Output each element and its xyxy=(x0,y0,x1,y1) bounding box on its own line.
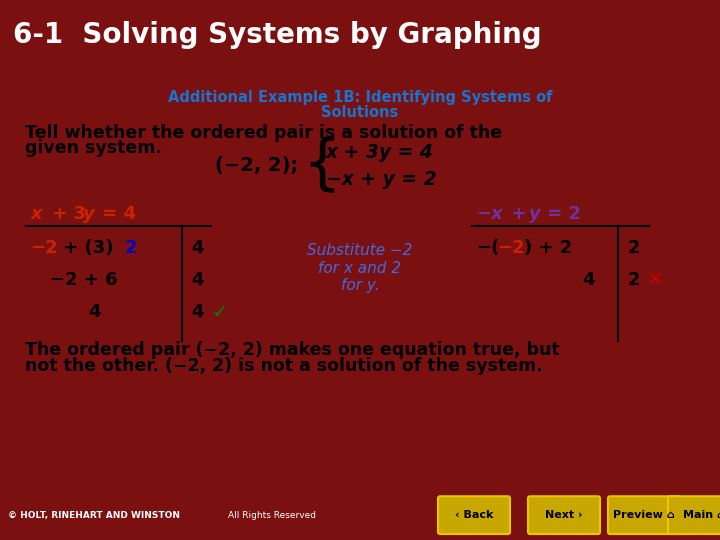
Text: x: x xyxy=(30,205,42,223)
Text: ‹ Back: ‹ Back xyxy=(455,510,493,520)
Text: = 2: = 2 xyxy=(541,205,581,223)
Text: ✕: ✕ xyxy=(647,271,662,289)
Text: −2: −2 xyxy=(497,239,524,257)
Text: 2: 2 xyxy=(125,239,138,257)
Text: All Rights Reserved: All Rights Reserved xyxy=(228,511,316,519)
FancyBboxPatch shape xyxy=(438,496,510,534)
Text: +: + xyxy=(505,205,532,223)
Text: © HOLT, RINEHART AND WINSTON: © HOLT, RINEHART AND WINSTON xyxy=(8,511,180,519)
Text: ) + 2: ) + 2 xyxy=(524,239,572,257)
Text: −x + y = 2: −x + y = 2 xyxy=(326,171,437,190)
Text: −2 + 6: −2 + 6 xyxy=(50,271,117,289)
Text: Tell whether the ordered pair is a solution of the: Tell whether the ordered pair is a solut… xyxy=(24,124,502,141)
Text: y: y xyxy=(528,205,541,223)
Text: Preview ⌂: Preview ⌂ xyxy=(613,510,675,520)
Text: −x: −x xyxy=(476,205,503,223)
Text: = 4: = 4 xyxy=(96,205,136,223)
Text: 4: 4 xyxy=(192,239,204,257)
Text: −(: −( xyxy=(476,239,499,257)
Text: x + 3y = 4: x + 3y = 4 xyxy=(326,143,434,162)
Text: (−2, 2);: (−2, 2); xyxy=(215,156,299,175)
Text: 2: 2 xyxy=(628,239,641,257)
Text: + 3: + 3 xyxy=(46,205,86,223)
Text: given system.: given system. xyxy=(24,139,161,157)
Text: 4: 4 xyxy=(192,271,204,289)
Text: {: { xyxy=(302,136,341,195)
FancyBboxPatch shape xyxy=(608,496,680,534)
Text: Next ›: Next › xyxy=(545,510,582,520)
Text: Solutions: Solutions xyxy=(321,105,399,120)
Text: 2: 2 xyxy=(628,271,641,289)
Text: 6-1  Solving Systems by Graphing: 6-1 Solving Systems by Graphing xyxy=(13,21,541,49)
Text: 4: 4 xyxy=(582,271,594,289)
Text: Substitute −2
for x and 2
for y.: Substitute −2 for x and 2 for y. xyxy=(307,243,413,293)
FancyBboxPatch shape xyxy=(528,496,600,534)
Text: y: y xyxy=(84,205,95,223)
Text: 4: 4 xyxy=(88,303,101,321)
Text: −2: −2 xyxy=(30,239,58,257)
FancyBboxPatch shape xyxy=(668,496,720,534)
Text: The ordered pair (−2, 2) makes one equation true, but: The ordered pair (−2, 2) makes one equat… xyxy=(24,341,559,359)
Text: not the other. (−2, 2) is not a solution of the system.: not the other. (−2, 2) is not a solution… xyxy=(24,357,542,375)
Text: 4: 4 xyxy=(192,303,204,321)
Text: + (3): + (3) xyxy=(58,239,114,257)
Text: Additional Example 1B: Identifying Systems of: Additional Example 1B: Identifying Syste… xyxy=(168,90,552,105)
Text: ✓: ✓ xyxy=(210,303,227,322)
Text: Main ⌂: Main ⌂ xyxy=(683,510,720,520)
